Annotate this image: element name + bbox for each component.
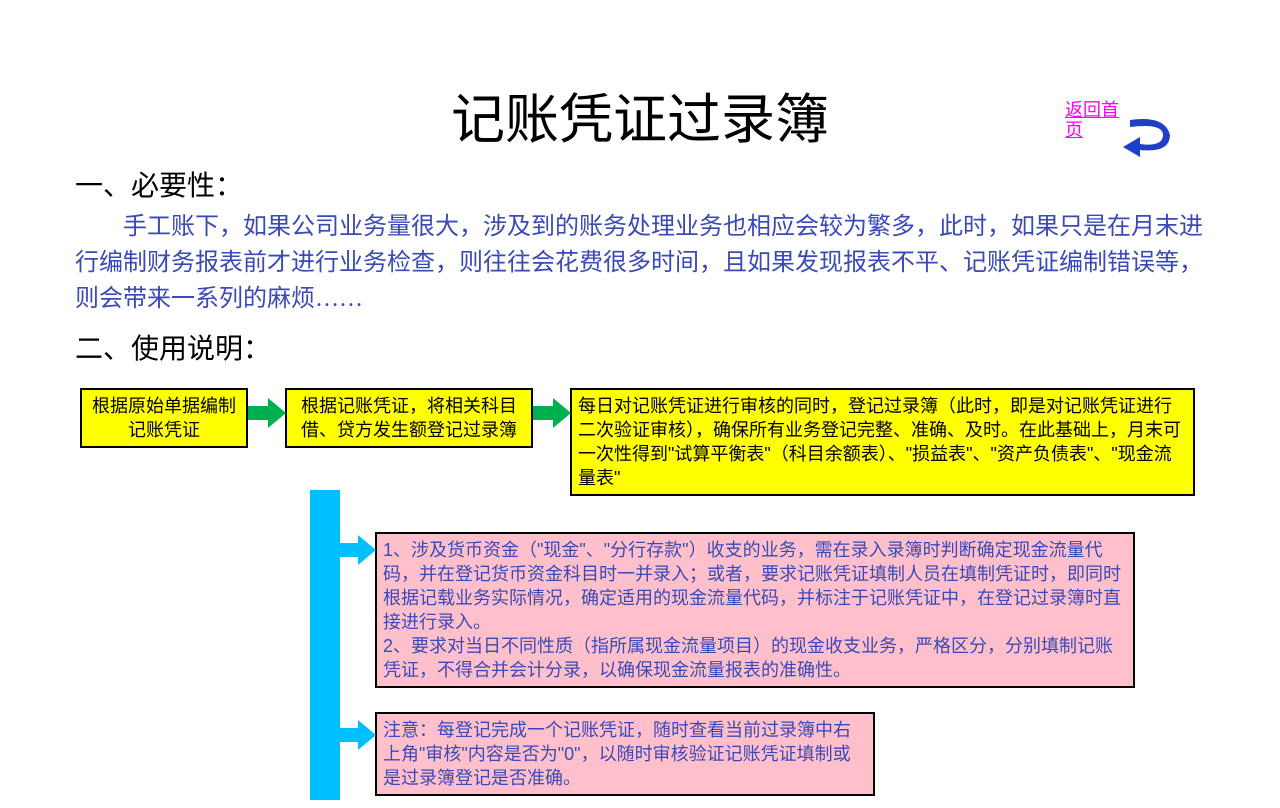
section1-paragraph: 手工账下，如果公司业务量很大，涉及到的账务处理业务也相应会较为繁多，此时，如果只… (0, 209, 1280, 317)
section2-header: 二、使用说明： (0, 327, 1280, 367)
return-arrow-icon (1115, 105, 1185, 160)
flowchart-box-4: 1、涉及货币资金（"现金"、"分行存款"）收支的业务，需在录入录簿时判断确定现金… (375, 532, 1135, 688)
flowchart-box-5: 注意：每登记完成一个记账凭证，随时查看当前过录簿中右上角"审核"内容是否为"0"… (375, 712, 875, 796)
flowchart-box-2: 根据记账凭证，将相关科目借、贷方发生额登记过录簿 (285, 388, 533, 448)
arrow-2-to-3 (533, 398, 571, 428)
flowchart-box-1: 根据原始单据编制记账凭证 (80, 388, 248, 448)
section1-header: 一、必要性： (0, 164, 1280, 204)
arrow-to-box4 (340, 535, 376, 565)
arrow-to-box5 (340, 720, 376, 750)
vertical-connector (310, 490, 340, 800)
arrow-1-to-2 (248, 398, 286, 428)
flowchart-box-3: 每日对记账凭证进行审核的同时，登记过录簿（此时，即是对记账凭证进行二次验证审核）… (570, 388, 1195, 496)
